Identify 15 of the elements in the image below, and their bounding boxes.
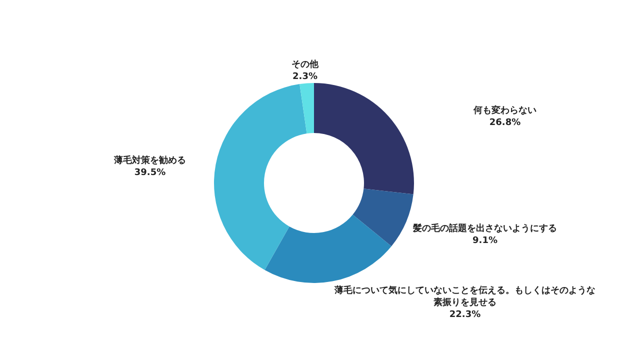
data-label: 9.1% <box>472 236 498 246</box>
donut-slice <box>264 214 392 283</box>
donut-slice <box>300 83 314 134</box>
data-label: 26.8% <box>489 118 521 128</box>
data-label: 2.3% <box>292 72 318 82</box>
data-label: 22.3% <box>449 310 481 320</box>
donut-slice <box>352 188 414 246</box>
donut-slice <box>214 84 307 270</box>
slice-label: 髪の毛の話題を出さないようにする <box>412 223 557 234</box>
data-label: 39.5% <box>134 168 166 178</box>
slice-label: 何も変わらない <box>472 105 536 116</box>
donut-slice <box>314 83 414 194</box>
slice-label: その他 <box>292 59 320 70</box>
slice-label: 薄毛について気にしていないことを伝える。もしくはそのような素振りを見せる <box>334 285 596 308</box>
slice-label: 薄毛対策を勧める <box>113 155 186 166</box>
